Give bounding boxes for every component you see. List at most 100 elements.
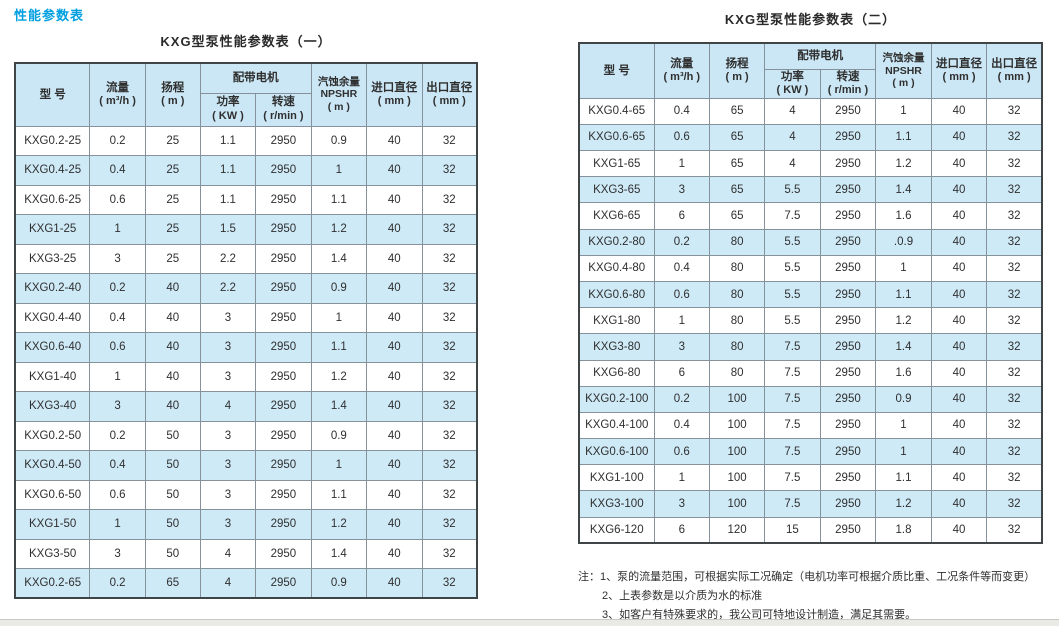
spec-cell: KXG0.4-40	[14, 302, 91, 333]
spec-cell: KXG0.2-100	[578, 385, 655, 413]
spec-row-KXG0.4-100: KXG0.4-100 0.4 100 7.5 2950 1 40 32	[578, 411, 1043, 440]
spec-cell: 4	[199, 568, 257, 599]
spec-cell: 40	[930, 385, 988, 413]
page-title: 性能参数表	[14, 8, 85, 23]
spec-cell: 3	[653, 333, 711, 361]
spec-cell: 3	[199, 420, 257, 451]
spec-cell: 40	[366, 538, 423, 569]
spec-cell: 0.9	[875, 385, 932, 413]
note-text-3: 3、如客户有特殊要求的，我公司可特地设计制造，满足其需要。	[602, 609, 917, 621]
spec-cell: 0.6	[89, 479, 146, 510]
spec-cell: 1.1	[310, 184, 368, 215]
col-header-power: 功率 ( KW )	[764, 68, 821, 99]
col-header-motor-group: 配带电机	[764, 42, 877, 70]
spec-cell: 2950	[255, 125, 312, 156]
spec-cell: 0.6	[653, 438, 711, 466]
spec-row-KXG0.2-100: KXG0.2-100 0.2 100 7.5 2950 0.9 40 32	[578, 385, 1043, 413]
spec-cell: 65	[144, 568, 201, 599]
spec-cell: 0.4	[653, 411, 711, 440]
spec-cell: 0.9	[310, 273, 368, 304]
col-header-speed: 转速 ( r/min )	[819, 68, 877, 99]
spec-cell: 1.1	[199, 155, 257, 186]
spec-cell: 40	[366, 361, 423, 392]
spec-row-KXG1-25: KXG1-25 1 25 1.5 2950 1.2 40 32	[14, 214, 478, 245]
spec-cell: 0.4	[653, 97, 711, 125]
notes-block: 注： 1、泵的流量范围，可根据实际工况确定（电机功率可根据介质比重、工况条件等而…	[578, 568, 1056, 625]
spec-cell: 50	[144, 479, 201, 510]
spec-cell: 2.2	[199, 243, 257, 274]
spec-cell: 50	[144, 420, 201, 451]
spec-row-KXG3-25: KXG3-25 3 25 2.2 2950 1.4 40 32	[14, 243, 478, 274]
spec-cell: 0.6	[653, 123, 711, 152]
spec-cell: 2950	[819, 490, 877, 518]
spec-cell: 0.9	[310, 125, 368, 156]
spec-cell: 40	[930, 254, 988, 282]
spec-cell: 40	[366, 391, 423, 422]
spec-cell: 2950	[255, 361, 312, 392]
table-one-title: KXG型泵性能参数表（一）	[160, 34, 332, 49]
spec-cell: 40	[930, 516, 988, 544]
spec-cell: 0.2	[89, 125, 146, 156]
col-header-speed-unit: ( r/min )	[263, 109, 304, 122]
col-header-inlet: 进口直径 ( mm )	[930, 42, 988, 99]
col-header-npshr-label-cn: 汽蚀余量	[882, 51, 925, 64]
col-header-npshr-label-cn: 汽蚀余量	[317, 75, 360, 88]
spec-cell: 0.4	[89, 302, 146, 333]
spec-cell: 0.2	[89, 273, 146, 304]
spec-cell: 1.6	[875, 359, 932, 387]
spec-cell: 40	[366, 273, 423, 304]
spec-cell: 4	[764, 123, 821, 152]
spec-cell: 0.6	[89, 332, 146, 363]
spec-cell: 7.5	[764, 202, 821, 230]
col-header-power-label: 功率	[780, 70, 804, 83]
spec-cell: 0.9	[310, 568, 368, 599]
spec-cell: 40	[366, 420, 423, 451]
spec-cell: .0.9	[875, 228, 932, 256]
spec-cell: 40	[144, 302, 201, 333]
spec-cell: KXG1-50	[14, 509, 91, 540]
spec-cell: 3	[199, 479, 257, 510]
col-header-head: 扬程 ( m )	[709, 42, 766, 99]
spec-cell: 40	[930, 149, 988, 178]
spec-row-KXG0.6-50: KXG0.6-50 0.6 50 3 2950 1.1 40 32	[14, 479, 478, 510]
spec-cell: KXG1-100	[578, 464, 655, 492]
table-two: 型 号 流量 ( m³/h ) 扬程 ( m ) 配带电机 汽蚀余量 NPSHR…	[578, 42, 1043, 545]
spec-cell: 40	[144, 391, 201, 422]
spec-cell: 40	[144, 361, 201, 392]
spec-row-KXG0.4-65: KXG0.4-65 0.4 65 4 2950 1 40 32	[578, 97, 1043, 125]
spec-cell: 40	[930, 411, 988, 440]
spec-row-KXG0.2-25: KXG0.2-25 0.2 25 1.1 2950 0.9 40 32	[14, 125, 478, 156]
spec-cell: 1.2	[310, 509, 368, 540]
spec-cell: KXG0.6-50	[14, 479, 91, 510]
spec-cell: 80	[709, 228, 766, 256]
spec-cell: 4	[764, 97, 821, 125]
notes-prefix: 注：	[578, 571, 600, 583]
col-header-inlet-unit: ( mm )	[377, 95, 411, 108]
table-two-title: KXG型泵性能参数表（二）	[724, 12, 897, 27]
spec-cell: KXG0.6-40	[14, 332, 91, 363]
spec-cell: KXG0.4-80	[578, 254, 655, 282]
spec-cell: 1	[89, 361, 146, 392]
spec-cell: 100	[709, 464, 766, 492]
spec-cell: 1.4	[310, 243, 368, 274]
spec-cell: 40	[930, 176, 988, 204]
col-header-inlet-label: 进口直径	[371, 81, 418, 94]
spec-cell: 32	[986, 202, 1043, 230]
spec-cell: 40	[930, 359, 988, 387]
spec-cell: 25	[144, 184, 201, 215]
col-header-outlet-unit: ( mm )	[432, 95, 466, 108]
spec-cell: 40	[366, 509, 423, 540]
spec-cell: 5.5	[764, 307, 821, 335]
spec-cell: 50	[144, 509, 201, 540]
spec-cell: KXG0.2-25	[14, 125, 91, 156]
col-header-flow-unit: ( m³/h )	[99, 95, 136, 108]
spec-cell: 0.2	[653, 228, 711, 256]
spec-cell: KXG1-80	[578, 307, 655, 335]
spec-row-KXG1-100: KXG1-100 1 100 7.5 2950 1.1 40 32	[578, 464, 1043, 492]
spec-cell: 2950	[255, 450, 312, 481]
spec-row-KXG3-80: KXG3-80 3 80 7.5 2950 1.4 40 32	[578, 333, 1043, 361]
spec-cell: 5.5	[764, 254, 821, 282]
spec-cell: 25	[144, 155, 201, 186]
col-header-outlet: 出口直径 ( mm )	[986, 42, 1043, 99]
spec-cell: KXG1-25	[14, 214, 91, 245]
